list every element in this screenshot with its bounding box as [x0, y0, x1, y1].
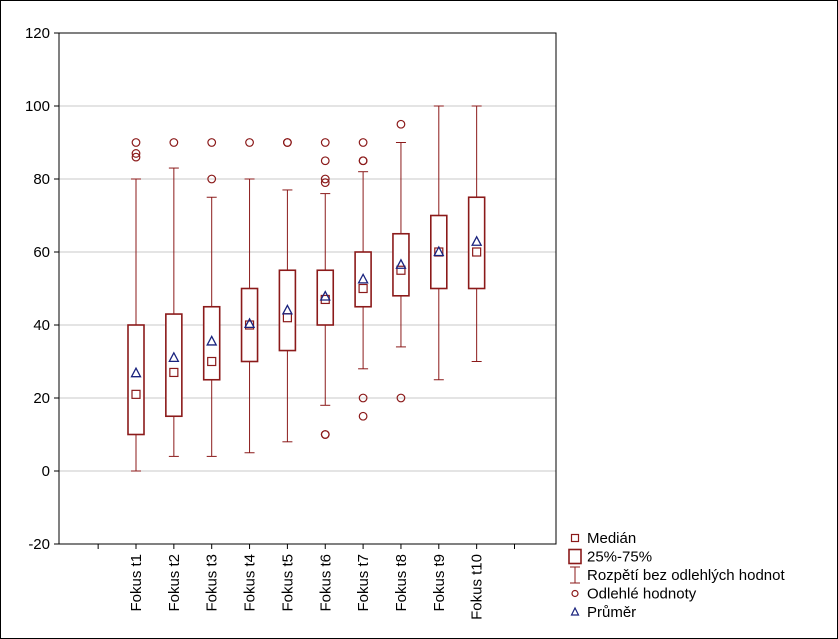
outlier-point [131, 152, 141, 162]
x-category-label: Fokus t7 [355, 554, 372, 612]
mean-marker [206, 335, 218, 346]
iqr-box [165, 313, 183, 418]
outlier-point [320, 430, 330, 439]
outlier-point [320, 174, 330, 184]
box-9 [429, 105, 448, 381]
mean-marker [357, 272, 369, 284]
outlier-point [131, 138, 141, 147]
box-5 [278, 138, 297, 443]
x-category-label: Fokus t10 [469, 554, 486, 620]
box-7 [354, 138, 372, 421]
y-tick-label: 40 [33, 317, 50, 334]
iqr-box [392, 232, 410, 297]
iqr-box [240, 287, 259, 363]
y-axis: -20 0 20 40 60 80 100 120 [25, 25, 59, 553]
legend-label: Medián [587, 530, 636, 547]
x-category-label: Fokus t6 [317, 554, 334, 612]
median-legend-icon [570, 533, 580, 543]
y-tick-label: -20 [28, 536, 50, 553]
median-marker [396, 265, 406, 275]
legend-label: 25%-75% [587, 549, 652, 566]
outlier-point [358, 393, 368, 403]
box-4 [240, 138, 259, 454]
box-6 [316, 138, 335, 439]
mean-marker [130, 366, 142, 378]
y-tick-label: 80 [33, 171, 50, 188]
legend-item-outlier: Odlehlé hodnoty [571, 586, 697, 603]
y-tick-label: 60 [33, 244, 50, 261]
legend-item-median: Medián [570, 530, 636, 547]
iqr-box [316, 269, 335, 326]
x-category-label: Fokus t9 [431, 554, 448, 612]
outlier-point [207, 174, 217, 184]
x-category-label: Fokus t3 [204, 554, 221, 612]
iqr-box [354, 251, 372, 308]
outlier-point [320, 178, 330, 188]
x-axis: Fokus t1 Fokus t2 Fokus t3 Fokus t4 Fokus t5… [97, 544, 515, 620]
y-tick-label: 100 [25, 98, 50, 115]
outlier-point [283, 138, 292, 147]
legend-item-mean: Průměr [570, 604, 636, 621]
mean-marker [281, 304, 293, 315]
iqr-box [278, 269, 297, 352]
outlier-point [358, 156, 368, 166]
outlier-point [207, 138, 217, 147]
x-category-label: Fokus t5 [279, 554, 296, 612]
outlier-point [396, 119, 406, 129]
mean-marker [319, 290, 331, 301]
y-tick-label: 120 [25, 25, 50, 42]
outlier-point [245, 138, 254, 147]
median-marker [358, 283, 368, 294]
median-marker [472, 247, 482, 257]
y-tick-label: 20 [33, 390, 50, 407]
outlier-point [131, 149, 141, 158]
legend-label: Rozpětí bez odlehlých hodnot [587, 567, 785, 584]
outlier-point [358, 411, 368, 421]
mean-marker [168, 351, 180, 363]
mean-marker [243, 317, 256, 329]
x-category-label: Fokus t8 [393, 554, 410, 612]
mean-marker [471, 235, 483, 246]
iqr-box [467, 196, 486, 290]
outlier-point [169, 138, 179, 147]
box-series [127, 105, 486, 472]
outlier-point [396, 393, 406, 403]
legend-item-box: 25%-75% [568, 548, 652, 566]
outlier-point [320, 156, 330, 166]
mean-marker [433, 245, 445, 257]
box-legend-icon [568, 548, 582, 565]
box-3 [202, 138, 221, 457]
legend: Medián 25%-75%Rozpětí bez odlehlých hodno… [568, 530, 785, 621]
mean-legend-icon [570, 606, 580, 616]
box-1 [127, 138, 145, 472]
x-category-label: Fokus t4 [242, 554, 259, 612]
median-marker [244, 320, 255, 330]
y-tick-label: 0 [42, 463, 50, 480]
legend-label: Průměr [587, 604, 636, 621]
outlier-legend-icon [571, 589, 579, 598]
median-marker [169, 367, 179, 378]
legend-label: Odlehlé hodnoty [587, 586, 697, 603]
box-2 [165, 138, 183, 457]
iqr-box [127, 324, 145, 436]
outlier-point [320, 138, 330, 147]
legend-item-whisker: Rozpětí bez odlehlých hodnot [570, 566, 785, 584]
outlier-point [358, 138, 368, 147]
iqr-box [202, 305, 221, 381]
box-8 [392, 119, 410, 403]
box-10 [467, 105, 486, 362]
x-category-label: Fokus t2 [166, 554, 183, 612]
iqr-box [429, 214, 448, 290]
median-marker [131, 389, 141, 399]
x-category-label: Fokus t1 [128, 554, 145, 612]
mean-marker [395, 258, 407, 269]
median-marker [207, 356, 217, 367]
plot-area-border [58, 32, 557, 545]
